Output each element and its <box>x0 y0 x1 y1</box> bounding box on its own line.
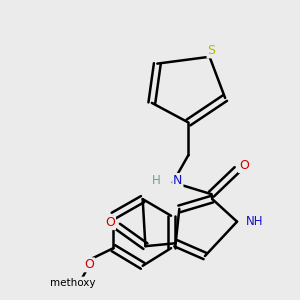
Text: NH: NH <box>246 215 263 228</box>
Text: O: O <box>105 216 115 229</box>
Text: S: S <box>208 44 215 57</box>
Text: O: O <box>239 159 249 172</box>
Text: O: O <box>84 258 94 271</box>
Text: N: N <box>173 174 182 187</box>
Text: H: H <box>152 174 161 187</box>
Text: methoxy: methoxy <box>50 278 95 287</box>
